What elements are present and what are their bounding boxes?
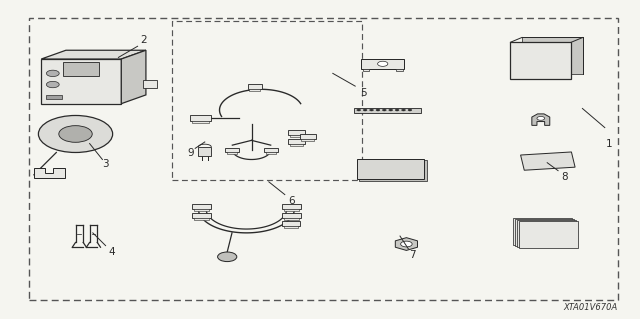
Circle shape	[369, 109, 374, 111]
Text: 7: 7	[410, 250, 416, 260]
Bar	[225, 148, 239, 152]
Bar	[266, 152, 276, 154]
Circle shape	[383, 109, 387, 111]
Bar	[361, 59, 404, 69]
Circle shape	[396, 109, 399, 111]
Circle shape	[376, 109, 380, 111]
Circle shape	[389, 109, 393, 111]
Bar	[192, 213, 211, 218]
Polygon shape	[396, 238, 417, 250]
Polygon shape	[122, 50, 146, 104]
Text: 1: 1	[606, 138, 612, 149]
Bar	[282, 221, 300, 226]
Circle shape	[59, 126, 92, 142]
Bar	[29, 18, 618, 300]
Circle shape	[47, 70, 60, 77]
Text: 9: 9	[188, 148, 194, 158]
Bar	[284, 209, 299, 211]
Bar	[363, 69, 369, 71]
Bar	[143, 80, 157, 88]
Polygon shape	[41, 50, 146, 59]
Circle shape	[47, 81, 60, 88]
Text: 3: 3	[102, 159, 109, 169]
Bar	[194, 218, 209, 220]
Circle shape	[408, 109, 412, 111]
Bar	[192, 204, 211, 209]
Bar	[198, 147, 211, 156]
Bar	[290, 135, 303, 137]
Bar	[284, 226, 298, 228]
Bar	[288, 139, 305, 144]
Bar	[172, 21, 362, 180]
Text: 5: 5	[360, 87, 367, 98]
Bar	[282, 204, 301, 209]
Polygon shape	[532, 114, 550, 125]
Text: 2: 2	[141, 35, 147, 45]
Bar	[282, 213, 301, 218]
Bar	[227, 152, 237, 154]
Bar	[513, 218, 572, 245]
Bar	[288, 130, 305, 135]
Bar	[264, 148, 278, 152]
Text: 6: 6	[288, 196, 294, 206]
Polygon shape	[34, 168, 65, 178]
Polygon shape	[41, 59, 122, 104]
Text: XTA01V670A: XTA01V670A	[563, 303, 618, 312]
Bar	[190, 115, 211, 121]
Bar	[192, 121, 209, 123]
Text: 8: 8	[561, 172, 568, 182]
Circle shape	[378, 61, 388, 66]
Bar	[248, 84, 262, 89]
Bar	[396, 69, 403, 71]
Bar	[290, 144, 303, 145]
Circle shape	[402, 109, 406, 111]
Bar	[517, 219, 576, 247]
Bar	[357, 159, 424, 179]
Polygon shape	[520, 152, 575, 170]
Bar	[284, 218, 299, 220]
Circle shape	[401, 241, 412, 247]
Circle shape	[537, 116, 545, 120]
Circle shape	[357, 109, 361, 111]
Bar	[515, 219, 574, 246]
Text: 4: 4	[109, 247, 115, 257]
Circle shape	[218, 252, 237, 262]
Bar	[301, 139, 314, 141]
Bar	[300, 135, 316, 139]
Bar	[47, 95, 63, 99]
Bar	[511, 42, 571, 79]
Circle shape	[364, 109, 367, 111]
Bar	[194, 209, 209, 211]
Polygon shape	[522, 37, 583, 74]
Circle shape	[38, 115, 113, 152]
Bar	[519, 221, 578, 248]
Bar	[360, 160, 427, 181]
Bar	[63, 62, 99, 76]
Bar	[354, 108, 421, 113]
Bar	[250, 89, 260, 91]
